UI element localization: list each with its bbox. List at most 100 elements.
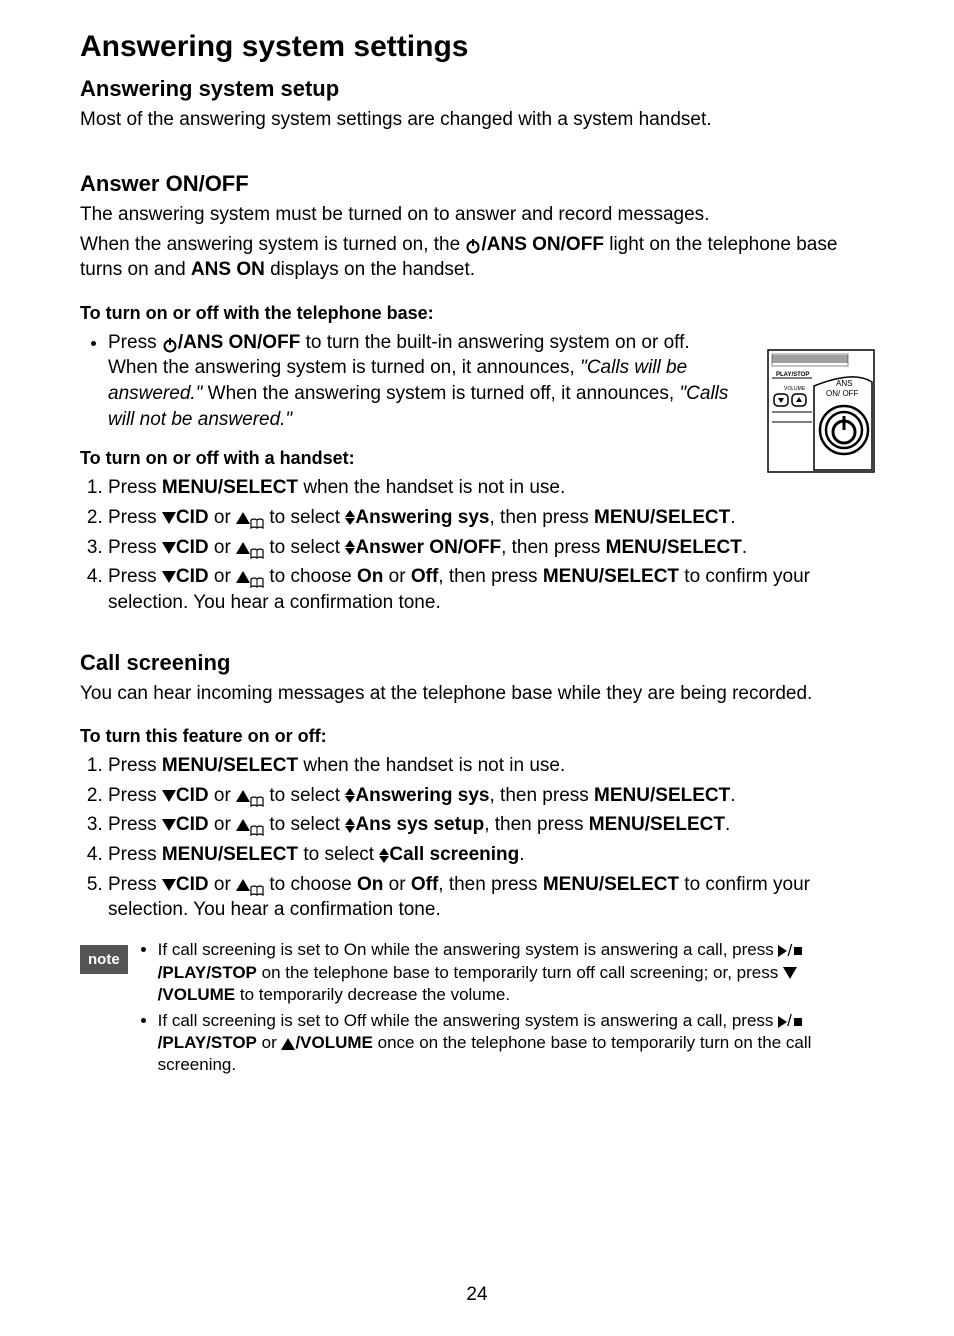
- n1-d: /STOP: [206, 963, 257, 982]
- s4-g: Off: [411, 566, 438, 587]
- cs5-d: to choose: [264, 874, 357, 895]
- n1-play: PLAY: [162, 963, 206, 982]
- book-icon: [250, 790, 264, 802]
- sub-screening-onoff: To turn this feature on or off:: [80, 726, 874, 747]
- cs3-d: to select: [264, 814, 345, 835]
- s2-c: or: [209, 507, 236, 528]
- updown-icon: [345, 510, 355, 525]
- svg-text:VOLUME: VOLUME: [784, 386, 806, 392]
- answer-p1: The answering system must be turned on t…: [80, 203, 874, 228]
- cs4-e: Call screening: [389, 844, 519, 865]
- note-item-1: If call screening is set to On while the…: [158, 939, 874, 1006]
- s4-i: MENU: [543, 566, 599, 587]
- cs3-h: /SELECT: [645, 814, 725, 835]
- handset-step-4: Press CID or to choose On or Off, then p…: [108, 564, 874, 615]
- s3-d: to select: [264, 537, 345, 558]
- cs4-a: Press: [108, 844, 162, 865]
- n1-f: /VOLUME: [158, 985, 235, 1004]
- b1-b: /ANS ON/OFF: [178, 332, 300, 353]
- updown-icon: [345, 540, 355, 555]
- cs4-b: MENU: [162, 844, 218, 865]
- arrow-down-icon: [783, 967, 797, 979]
- book-icon: [250, 542, 264, 554]
- s3-h: /SELECT: [662, 537, 742, 558]
- arrow-up-icon: [236, 879, 250, 891]
- cs3-i: .: [725, 814, 730, 835]
- book-icon: [250, 512, 264, 524]
- arrow-up-icon: [281, 1038, 295, 1050]
- n2-f: /VOLUME: [295, 1033, 372, 1052]
- s1-a: Press: [108, 477, 162, 498]
- cs2-g: MENU: [594, 785, 650, 806]
- sub-turn-base: To turn on or off with the telephone bas…: [80, 303, 874, 324]
- arrow-up-icon: [236, 790, 250, 802]
- s2-g: MENU: [594, 507, 650, 528]
- book-icon: [250, 879, 264, 891]
- cs3-b: CID: [176, 814, 209, 835]
- cs4-d: to select: [298, 844, 379, 865]
- arrow-down-icon: [162, 819, 176, 831]
- cs1-c: SELECT: [223, 755, 298, 776]
- s4-c: or: [209, 566, 236, 587]
- n1-c: /PLAY/STOP: [158, 963, 257, 982]
- cs2-e: Answering sys: [355, 785, 489, 806]
- s4-a: Press: [108, 566, 162, 587]
- arrow-down-icon: [162, 512, 176, 524]
- arrow-down-icon: [162, 879, 176, 891]
- s2-b: CID: [176, 507, 209, 528]
- handset-step-2: Press CID or to select Answering sys, th…: [108, 505, 874, 531]
- arrow-up-icon: [236, 571, 250, 583]
- power-icon: [465, 237, 481, 253]
- cs5-b: CID: [176, 874, 209, 895]
- power-icon: [162, 335, 178, 351]
- screen-step-4: Press MENU/SELECT to select Call screeni…: [108, 842, 874, 868]
- s4-j: /SELECT: [599, 566, 679, 587]
- section-heading-call-screening: Call screening: [80, 650, 874, 676]
- screen-step-1: Press MENU/SELECT when the handset is no…: [108, 753, 874, 779]
- setup-text: Most of the answering system settings ar…: [80, 108, 874, 133]
- s1-c: SELECT: [223, 477, 298, 498]
- s4-h: , then press: [438, 566, 543, 587]
- page-number: 24: [0, 1284, 954, 1306]
- arrow-up-icon: [236, 819, 250, 831]
- s1-d: when the handset is not in use.: [298, 477, 565, 498]
- cs2-b: CID: [176, 785, 209, 806]
- cs2-h: /SELECT: [650, 785, 730, 806]
- updown-icon: [379, 848, 389, 863]
- book-icon: [250, 819, 264, 831]
- s4-d: to choose: [264, 566, 357, 587]
- arrow-up-icon: [236, 542, 250, 554]
- p2-d: ANS ON: [191, 259, 265, 280]
- section-heading-setup: Answering system setup: [80, 76, 874, 102]
- s2-a: Press: [108, 507, 162, 528]
- answer-p2: When the answering system is turned on, …: [80, 233, 874, 282]
- cs1-a: Press: [108, 755, 162, 776]
- cs3-c: or: [209, 814, 236, 835]
- note-box: note If call screening is set to On whil…: [80, 939, 874, 1081]
- screening-steps: Press MENU/SELECT when the handset is no…: [80, 753, 874, 923]
- n2-e: or: [257, 1033, 282, 1052]
- cs4-f: .: [519, 844, 524, 865]
- cs5-g: Off: [411, 874, 438, 895]
- s3-a: Press: [108, 537, 162, 558]
- arrow-down-icon: [162, 790, 176, 802]
- cs2-f: , then press: [489, 785, 594, 806]
- b1-e: When the answering system is turned off,…: [202, 383, 679, 404]
- screen-step-2: Press CID or to select Answering sys, th…: [108, 783, 874, 809]
- cs1-d: when the handset is not in use.: [298, 755, 565, 776]
- s3-g: MENU: [606, 537, 662, 558]
- n2-slash: /: [787, 1011, 792, 1030]
- cs3-f: , then press: [484, 814, 589, 835]
- playstop-icon: /: [778, 940, 802, 962]
- arrow-down-icon: [162, 571, 176, 583]
- n2-play: /PLAY/: [158, 1033, 211, 1052]
- svg-text:ANS: ANS: [836, 379, 852, 388]
- s2-f: , then press: [489, 507, 594, 528]
- device-illustration: PLAY/STOP VOLUME ANS ON/ OFF: [766, 348, 876, 474]
- cs5-j: /SELECT: [599, 874, 679, 895]
- s1-b: MENU/: [162, 477, 223, 498]
- note-list: If call screening is set to On while the…: [138, 939, 874, 1081]
- p2-a: When the answering system is turned on, …: [80, 234, 465, 255]
- cs1-b: MENU/: [162, 755, 223, 776]
- n2-c: /PLAY/STOP: [158, 1033, 257, 1052]
